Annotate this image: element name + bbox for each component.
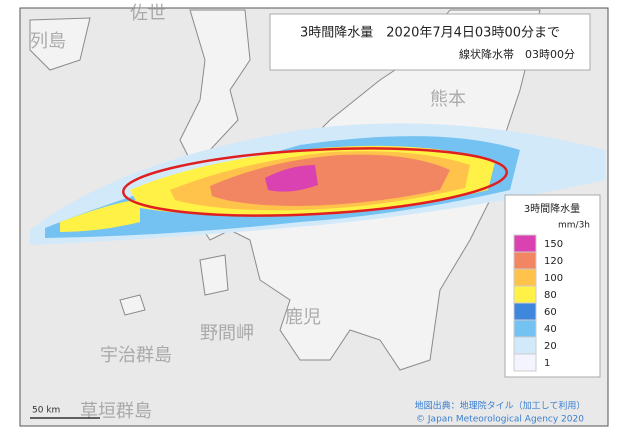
legend-swatch [513, 285, 537, 304]
legend-unit: mm/3h [558, 221, 590, 231]
place-label: 草垣群島 [80, 401, 152, 422]
legend-swatch [513, 353, 537, 372]
linear-rainband-outline [122, 147, 508, 217]
legend-label: 120 [544, 256, 563, 267]
legend-swatch [513, 234, 537, 253]
place-label: 野間岬 [200, 323, 254, 344]
attribution: © Japan Meteorological Agency 2020 [416, 415, 584, 425]
legend-label: 80 [544, 290, 557, 301]
attribution: 地図出典：地理院タイル（加工して利用） [415, 400, 586, 412]
legend-swatch [513, 319, 537, 338]
legend-swatch [513, 251, 537, 270]
title-box [269, 13, 591, 71]
place-label: 佐世 [130, 3, 166, 24]
legend-label: 20 [544, 341, 557, 352]
place-label: 列島 [30, 31, 66, 52]
legend: 150 120 100 80 60 40 20 1 [513, 234, 563, 372]
legend-swatch [513, 302, 537, 321]
legend-swatch [513, 336, 537, 355]
place-label: 宇治群島 [100, 345, 172, 366]
legend-label: 40 [544, 324, 557, 335]
legend-title: 3時間降水量 [524, 202, 580, 215]
legend-label: 60 [544, 307, 557, 318]
place-label: 鹿児 [285, 307, 321, 328]
legend-label: 1 [544, 358, 550, 369]
title: 3時間降水量 2020年7月4日03時00分まで [300, 26, 560, 41]
legend-label: 150 [544, 239, 563, 250]
place-label: 熊本 [430, 89, 466, 110]
legend-swatch [513, 268, 537, 287]
scale-label: 50 km [32, 406, 60, 416]
legend-label: 100 [544, 273, 563, 284]
subtitle: 線状降水帯 03時00分 [459, 47, 575, 61]
